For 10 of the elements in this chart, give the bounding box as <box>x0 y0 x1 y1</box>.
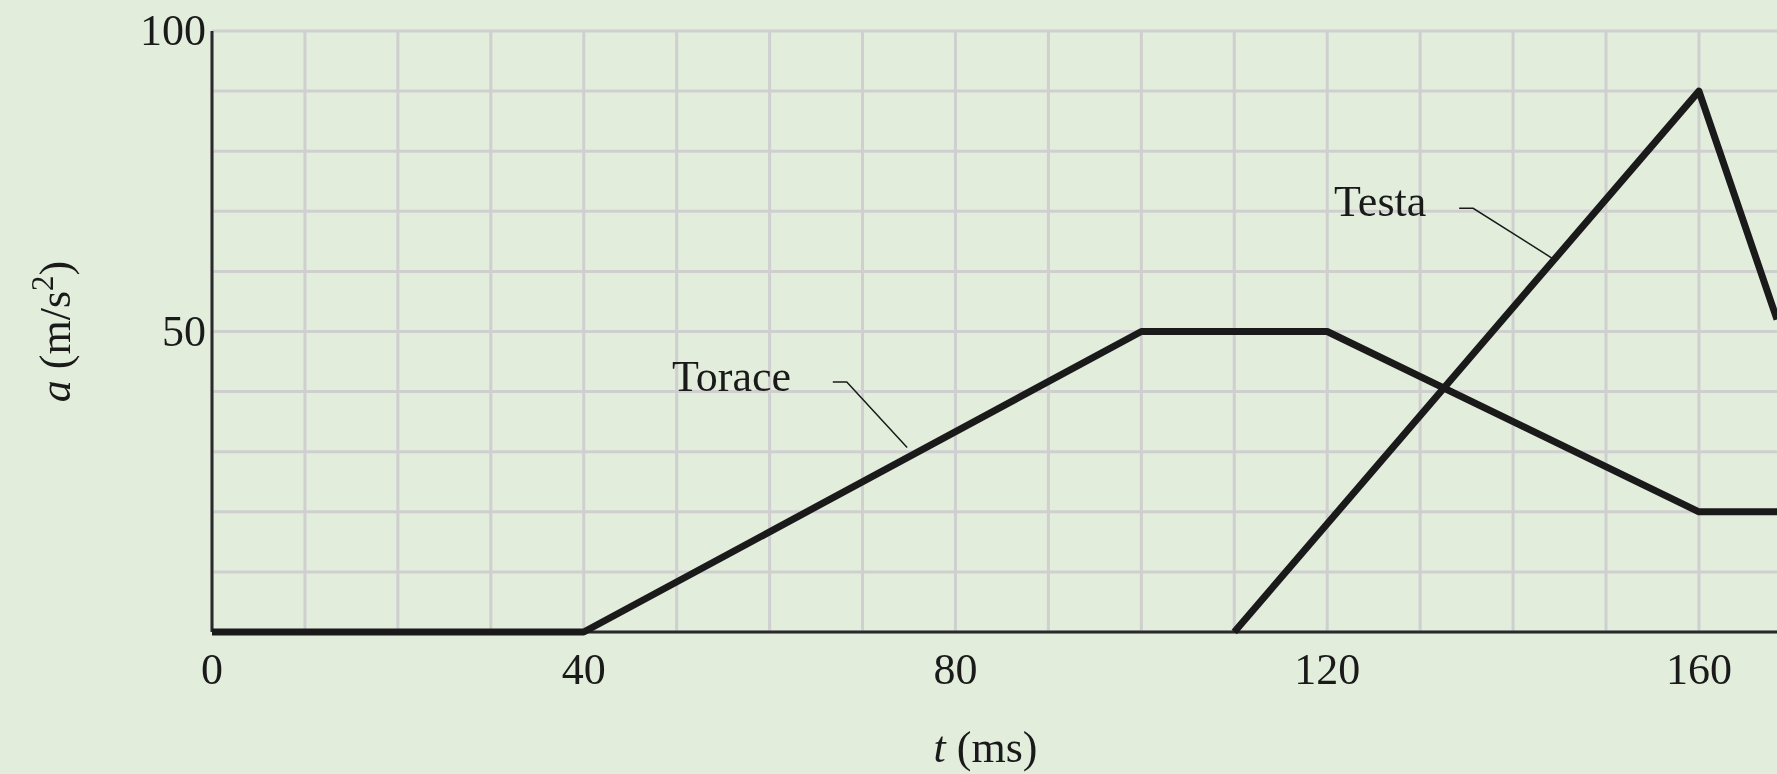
text: Testa <box>1334 176 1427 226</box>
x-tick-label: 160 <box>1665 645 1732 694</box>
x-tick-label: 80 <box>933 645 978 694</box>
x-tick-label: 40 <box>561 645 606 694</box>
x-tick-label: 0 <box>201 645 223 694</box>
y-tick-label: 50 <box>162 306 206 356</box>
y-tick-label: 100 <box>140 6 206 55</box>
text: Torace <box>671 352 792 402</box>
x-axis-title: t (ms) <box>933 723 1038 772</box>
x-tick-label: 120 <box>1294 645 1361 694</box>
